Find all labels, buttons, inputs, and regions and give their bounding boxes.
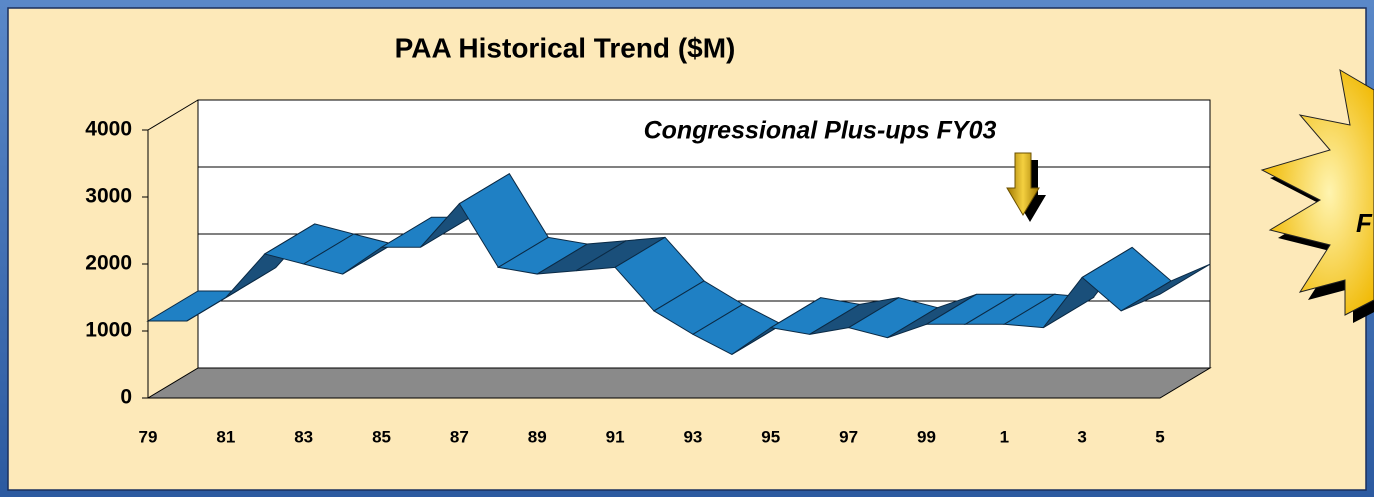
y-axis-depth [147,99,199,131]
floor [146,367,1212,399]
x-tick-label: 5 [1155,427,1164,446]
x-tick-label: 87 [450,427,469,446]
chart-title: PAA Historical Trend ($M) [395,32,736,63]
y-tick-label: 1000 [85,319,132,342]
y-tick-label: 3000 [85,185,132,208]
x-tick-label: 3 [1077,427,1086,446]
x-tick-label: 89 [528,427,547,446]
y-tick-label: 0 [120,386,132,409]
x-tick-label: 93 [683,427,702,446]
x-tick-label: 83 [294,427,313,446]
arrow [1006,152,1040,216]
x-tick-label: 1 [1000,427,1009,446]
annotation: Congressional Plus-ups FY03 [644,117,997,145]
x-tick-label: 81 [216,427,235,446]
x-tick-label: 97 [839,427,858,446]
ribbon [146,173,1211,356]
y-tick-label: 2000 [85,252,132,275]
callout-text: F [1356,208,1373,238]
x-tick-label: 85 [372,427,391,446]
starburst [1260,69,1374,316]
x-tick-label: 91 [606,427,625,446]
x-tick-label: 95 [761,427,780,446]
ribbon-segment [1120,263,1211,312]
x-tick-label: 99 [917,427,936,446]
x-tick-label: 79 [139,427,158,446]
y-tick-label: 4000 [85,118,132,141]
